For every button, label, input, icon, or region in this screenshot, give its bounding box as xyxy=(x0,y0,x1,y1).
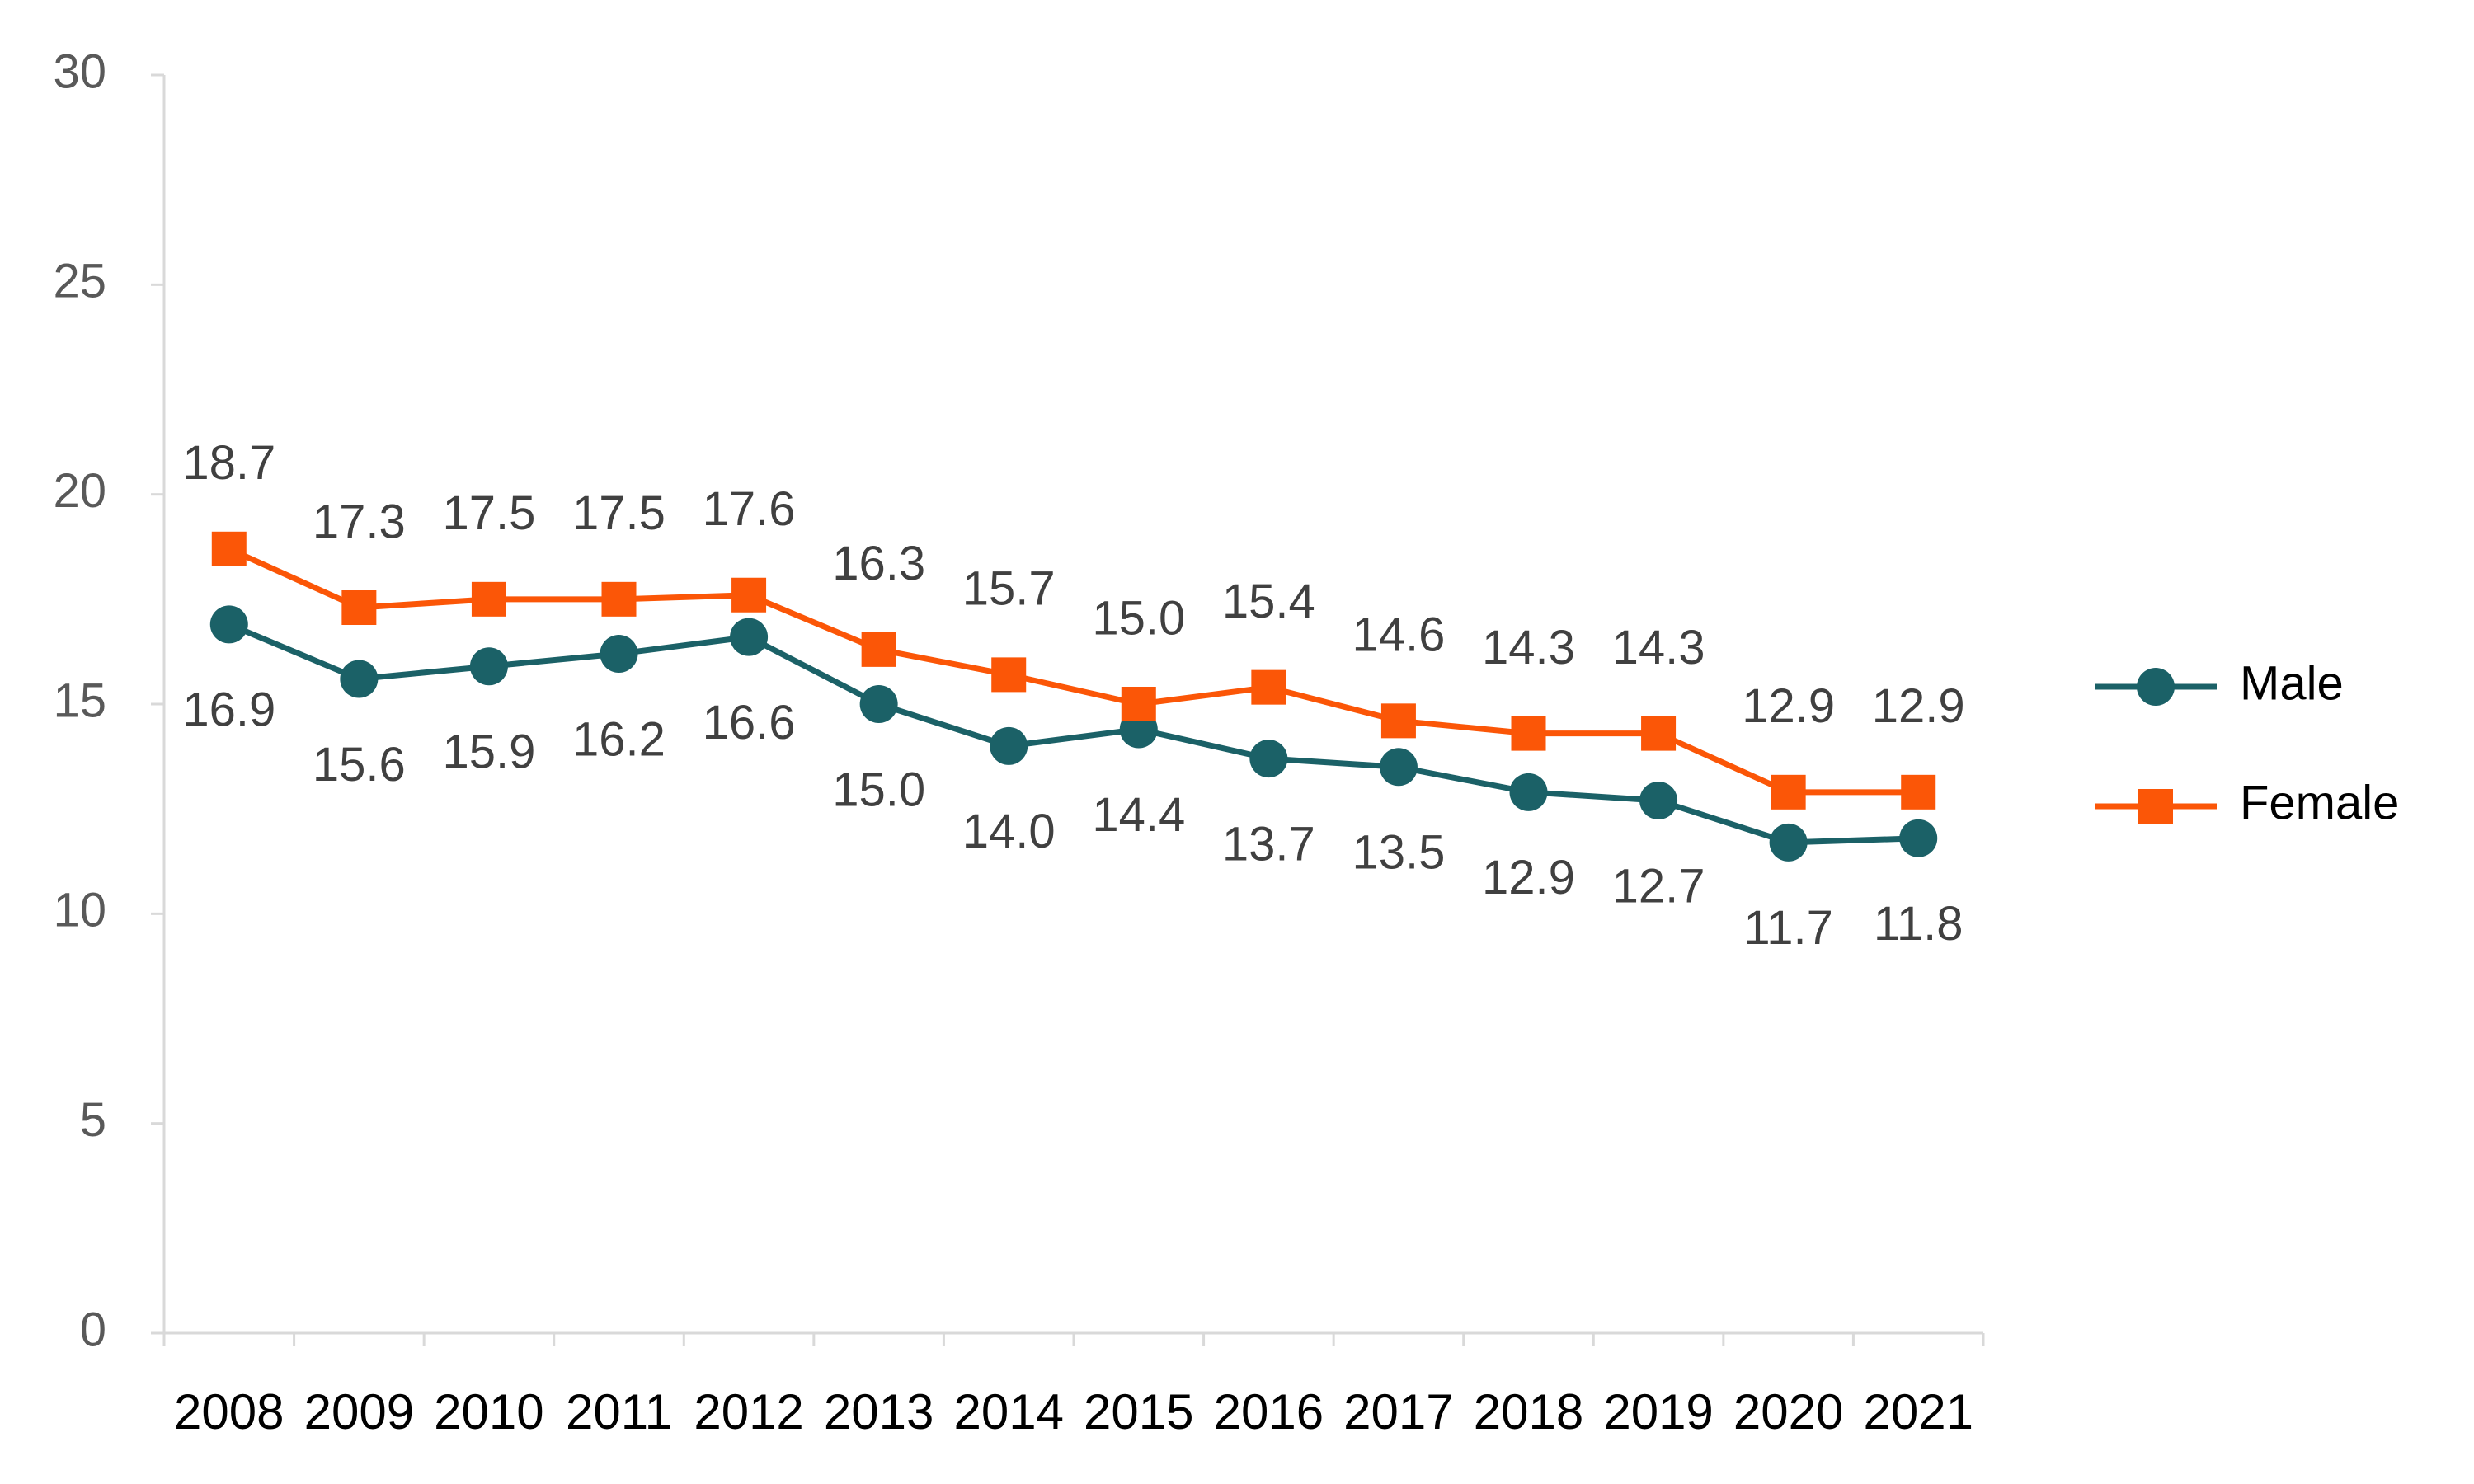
data-point xyxy=(730,618,769,656)
x-tick-label: 2014 xyxy=(953,1384,1063,1439)
data-label: 14.4 xyxy=(1092,788,1185,842)
data-point xyxy=(211,531,247,566)
legend-marker xyxy=(2138,789,2173,824)
data-point xyxy=(341,590,377,626)
data-label: 11.8 xyxy=(1874,897,1964,951)
x-tick-label: 2008 xyxy=(174,1384,284,1439)
data-point xyxy=(731,577,767,613)
data-label: 17.5 xyxy=(572,486,666,540)
data-label: 14.3 xyxy=(1482,621,1575,674)
data-label: 17.3 xyxy=(313,495,406,548)
data-point xyxy=(1901,774,1936,810)
legend-label: Male xyxy=(2240,656,2344,710)
x-tick-label: 2009 xyxy=(304,1384,414,1439)
x-tick-label: 2015 xyxy=(1084,1384,1193,1439)
data-label: 17.5 xyxy=(442,486,535,540)
data-point xyxy=(1769,823,1808,862)
data-point xyxy=(601,581,637,617)
y-tick-label: 10 xyxy=(53,884,106,937)
data-label: 15.4 xyxy=(1222,575,1315,628)
series-line xyxy=(228,546,1919,796)
data-point xyxy=(1509,773,1548,811)
data-label: 12.9 xyxy=(1482,851,1575,904)
data-label: 15.6 xyxy=(313,738,406,791)
data-label: 11.7 xyxy=(1743,901,1833,955)
data-point xyxy=(990,726,1028,765)
y-tick-label: 0 xyxy=(80,1303,106,1356)
data-label: 16.2 xyxy=(572,712,666,766)
x-tick-label: 2017 xyxy=(1343,1384,1453,1439)
data-label: 16.6 xyxy=(703,696,796,749)
data-label: 16.9 xyxy=(182,683,275,737)
data-label: 13.7 xyxy=(1222,817,1315,871)
data-label: 16.3 xyxy=(832,537,925,590)
data-label: 14.6 xyxy=(1352,608,1445,662)
data-point xyxy=(1771,774,1806,810)
x-tick-label: 2012 xyxy=(694,1384,803,1439)
data-point xyxy=(340,660,379,698)
x-tick-label: 2020 xyxy=(1733,1384,1843,1439)
data-label: 14.3 xyxy=(1612,621,1705,674)
data-point xyxy=(1899,819,1938,857)
data-label: 15.0 xyxy=(832,763,925,816)
data-label: 12.7 xyxy=(1612,859,1705,913)
data-label: 18.7 xyxy=(182,436,275,490)
y-tick-label: 25 xyxy=(53,255,106,308)
data-point xyxy=(600,634,638,673)
data-label: 17.6 xyxy=(703,482,796,536)
legend-marker xyxy=(2137,668,2175,706)
data-point xyxy=(861,632,896,667)
data-label: 12.9 xyxy=(1742,679,1835,733)
data-label: 13.5 xyxy=(1352,826,1445,880)
x-tick-label: 2021 xyxy=(1863,1384,1973,1439)
data-point xyxy=(1511,716,1546,751)
data-point xyxy=(1121,687,1156,721)
x-tick-label: 2011 xyxy=(566,1384,672,1439)
x-tick-label: 2013 xyxy=(824,1384,934,1439)
data-point xyxy=(471,581,506,617)
data-point xyxy=(1380,703,1416,739)
data-point xyxy=(1249,740,1288,778)
x-tick-label: 2016 xyxy=(1214,1384,1324,1439)
legend-label: Female xyxy=(2240,776,2399,829)
data-point xyxy=(209,605,248,644)
data-label: 12.9 xyxy=(1872,679,1965,733)
y-tick-label: 30 xyxy=(53,45,106,98)
x-tick-label: 2018 xyxy=(1474,1384,1583,1439)
data-label: 15.0 xyxy=(1092,591,1185,645)
data-point xyxy=(1639,781,1678,819)
y-tick-label: 20 xyxy=(53,464,106,518)
data-label: 15.9 xyxy=(442,726,535,779)
y-tick-label: 5 xyxy=(80,1093,106,1147)
data-point xyxy=(1641,716,1677,751)
data-label: 15.7 xyxy=(962,562,1056,616)
data-point xyxy=(1251,669,1286,705)
data-point xyxy=(469,647,508,686)
y-tick-label: 15 xyxy=(53,674,106,727)
data-point xyxy=(859,685,898,723)
x-tick-label: 2019 xyxy=(1603,1384,1713,1439)
data-point xyxy=(991,657,1027,693)
data-label: 14.0 xyxy=(962,805,1056,858)
series-line xyxy=(228,622,1919,846)
data-point xyxy=(1379,748,1418,787)
x-tick-label: 2010 xyxy=(434,1384,543,1439)
